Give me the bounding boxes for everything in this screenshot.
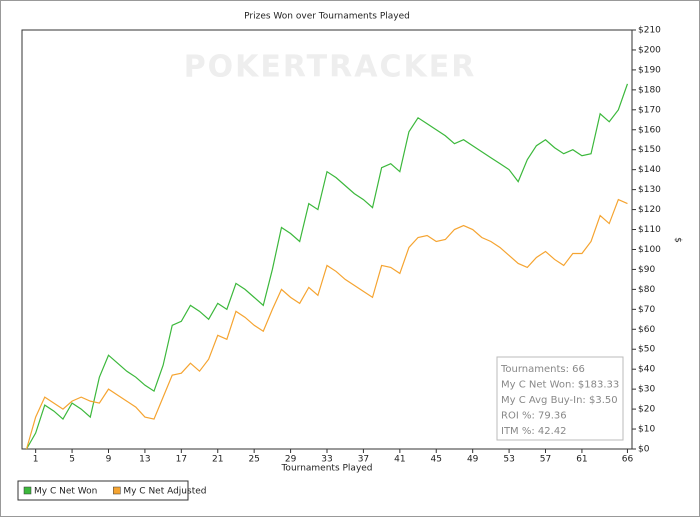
series-line [25,198,628,450]
info-line: ROI %: 79.36 [501,411,567,422]
x-tick-label: 5 [69,455,75,465]
y-tick-label: $150 [638,145,661,155]
y-tick-label: $200 [638,45,661,55]
x-tick-label: 57 [540,455,551,465]
y-tick-label: $10 [638,425,655,435]
watermark: POKERTRACKER [184,50,477,85]
y-tick-label: $50 [638,345,655,355]
x-tick-label: 21 [212,455,223,465]
y-tick-label: $170 [638,105,661,115]
x-tick-label: 45 [431,455,442,465]
x-tick-label: 29 [285,455,297,465]
y-tick-label: $40 [638,365,655,375]
info-box: Tournaments: 66 My C Net Won: $183.33 My C… [496,356,624,441]
legend-label: My C Net Won [34,487,97,497]
y-tick-label: $30 [638,385,655,395]
legend-label: My C Net Adjusted [123,487,206,497]
x-axis-label: Tournaments Played [280,464,372,474]
info-frame [496,356,624,441]
x-tick-label: 13 [139,455,150,465]
x-tick-label: 49 [467,455,479,465]
y-tick-label: $210 [638,26,661,36]
y-tick-label: $90 [638,265,655,275]
chart-title: Prizes Won over Tournaments Played [244,12,410,22]
series-line [26,83,629,450]
y-tick-label: $160 [638,125,661,135]
x-tick-label: 1 [33,455,39,465]
x-tick-label: 41 [394,455,405,465]
info-line: My C Net Won: $183.33 [501,380,619,391]
y-tick-label: $70 [638,305,655,315]
y-tick-label: $180 [638,85,661,95]
y-tick-label: $110 [638,225,661,235]
legend [17,480,189,501]
x-tick-label: 33 [321,455,332,465]
y-tick-label: $140 [638,165,661,175]
x-tick-label: 9 [106,455,112,465]
x-tick-label: 25 [248,455,259,465]
info-line: ITM %: 42.42 [501,426,567,437]
x-tick-label: 66 [622,455,634,465]
y-axis-label: $ [673,237,683,243]
x-tick-label: 61 [576,455,587,465]
legend-swatch [23,486,32,495]
y-tick-label: $130 [638,185,661,195]
y-tick-label: $80 [638,285,655,295]
y-tick-label: $20 [638,405,655,415]
y-tick-label: $190 [638,65,661,75]
y-tick-label: $120 [638,205,661,215]
info-line: Tournaments: 66 [500,364,585,375]
x-tick-label: 53 [503,455,514,465]
x-tick-label: 17 [176,455,187,465]
legend-swatch [113,486,121,495]
y-tick-label: $100 [638,245,661,255]
y-tick-label: $0 [638,445,650,455]
info-line: My C Avg Buy-In: $3.50 [501,395,618,406]
y-tick-label: $60 [638,325,655,335]
x-tick-label: 37 [358,455,369,465]
